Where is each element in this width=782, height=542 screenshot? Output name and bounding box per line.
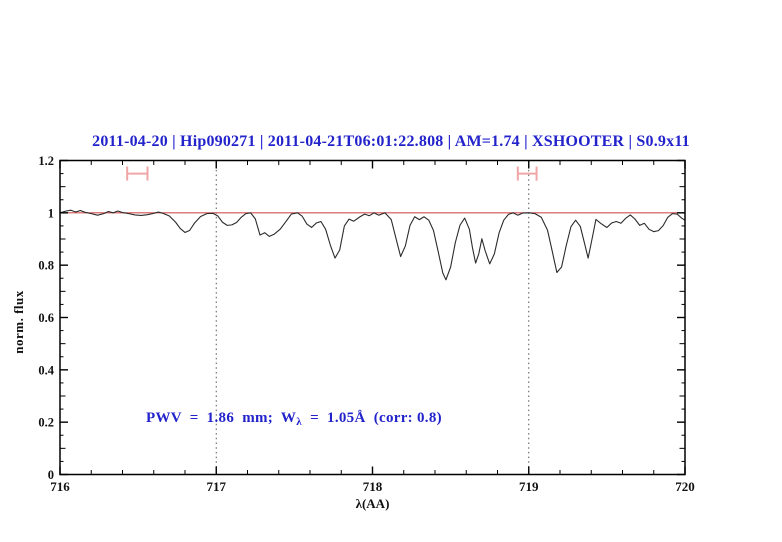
y-tick-label-0.2: 0.2 <box>38 416 54 430</box>
spectrum-line <box>59 209 686 281</box>
pwv-annotation-lambda-subscript: λ <box>296 416 302 428</box>
y-tick-label-1: 1 <box>48 206 54 220</box>
x-tick-label-720: 720 <box>675 479 695 494</box>
pwv-annotation: PWV = 1.86 mm; Wλ = 1.05Å (corr: 0.8) <box>146 410 442 428</box>
y-tick-label-0.6: 0.6 <box>38 311 54 325</box>
y-tick-label-0.4: 0.4 <box>38 363 54 377</box>
pwv-annotation-pre: PWV = 1.86 mm; W <box>146 410 297 426</box>
x-tick-label-717: 717 <box>207 479 227 494</box>
y-tick-label-0: 0 <box>48 468 54 482</box>
pwv-annotation-post: = 1.05Å (corr: 0.8) <box>301 410 442 426</box>
x-tick-label-719: 719 <box>519 479 539 494</box>
x-axis-label: λ(AA) <box>355 496 390 511</box>
plot-title: 2011-04-20 | Hip090271 | 2011-04-21T06:0… <box>92 133 690 150</box>
y-axis-label: norm. flux <box>11 290 26 354</box>
x-tick-label-716: 716 <box>50 479 70 494</box>
y-tick-label-1.2: 1.2 <box>38 154 54 168</box>
y-tick-label-0.8: 0.8 <box>38 259 54 273</box>
x-tick-label-718: 718 <box>363 479 383 494</box>
